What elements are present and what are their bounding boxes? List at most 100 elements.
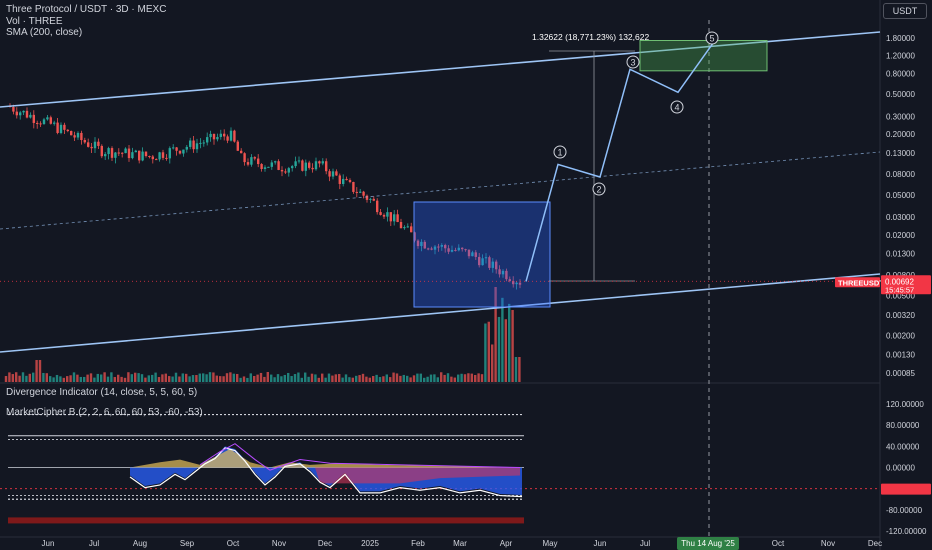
price-tick: 0.00130	[886, 350, 915, 359]
candle	[515, 282, 518, 285]
volume-bar	[409, 377, 412, 382]
volume-bar	[76, 374, 79, 382]
price-tick: 0.02000	[886, 231, 915, 240]
volume-bar	[341, 377, 344, 382]
volume-bar	[181, 373, 184, 382]
candle	[457, 247, 460, 251]
candle	[287, 168, 290, 173]
volume-bar	[225, 373, 229, 382]
countdown: 15:45:57	[885, 285, 914, 294]
volume-bar	[518, 357, 521, 382]
last-price-tag-bg	[881, 275, 931, 295]
candle	[311, 167, 314, 170]
candle	[90, 146, 93, 149]
candle	[260, 164, 263, 169]
volume-bar	[157, 377, 161, 382]
candle	[518, 282, 522, 285]
drawings[interactable]: 1.32622 (18,771.23%) 132,622 1 2 3 4 5	[0, 31, 881, 353]
time-label: Jul	[89, 539, 99, 548]
candle	[59, 124, 63, 133]
candle	[410, 226, 413, 233]
candle	[338, 175, 341, 184]
volume-bar	[127, 372, 130, 382]
volume-bar	[25, 375, 28, 382]
candle	[427, 248, 430, 250]
price-tick: 0.13000	[886, 149, 915, 158]
candle	[355, 191, 358, 193]
volume-bar	[93, 377, 96, 382]
candle	[325, 161, 328, 172]
price-tick: 0.03000	[886, 213, 915, 222]
volume-bar	[161, 374, 164, 382]
volume-bar	[4, 376, 8, 382]
volume-bar	[508, 303, 511, 382]
volume-bar	[205, 374, 208, 382]
volume-bar	[28, 373, 31, 382]
volume-bar	[389, 377, 392, 382]
candle	[53, 122, 56, 124]
volume-bar	[185, 373, 188, 382]
volume-bar	[42, 372, 45, 382]
volume-bar	[178, 376, 181, 382]
time-label: Jun	[594, 539, 607, 548]
candle	[56, 122, 59, 133]
volume-bar	[331, 375, 334, 382]
candle	[471, 252, 474, 257]
price-axis[interactable]: 1.80000 1.20000 0.80000 0.50000 0.30000 0.200…	[835, 34, 931, 536]
volume-bar	[219, 376, 222, 382]
candle	[151, 156, 154, 160]
volume-bar	[300, 377, 303, 382]
candle	[206, 137, 209, 143]
candle	[19, 112, 22, 116]
volume-bar	[392, 372, 395, 382]
volume-bar	[191, 375, 195, 382]
candle	[202, 142, 205, 144]
volume-bar	[100, 374, 103, 382]
candle	[481, 258, 484, 266]
candle	[12, 107, 15, 112]
candle	[369, 198, 372, 200]
volume-bar	[11, 374, 14, 382]
candle	[25, 110, 29, 118]
candle	[219, 133, 222, 137]
volume-bar	[232, 373, 235, 382]
candle	[280, 169, 284, 172]
candle	[440, 245, 443, 247]
volume-bar	[130, 374, 133, 382]
volume-bar	[348, 377, 351, 382]
candle	[233, 130, 236, 142]
osc-bottom-band	[8, 517, 524, 524]
price-tick: 0.00200	[886, 332, 915, 341]
candle	[437, 246, 440, 248]
volume-bar	[487, 321, 490, 382]
volume-bar	[246, 377, 249, 382]
wave-label: 5	[709, 34, 714, 44]
volume-bar	[290, 376, 293, 382]
candle	[70, 131, 73, 136]
candle	[318, 161, 321, 164]
volume-bar	[236, 373, 239, 382]
candle	[352, 181, 355, 192]
time-label: Jun	[42, 539, 55, 548]
candle	[212, 133, 216, 140]
candle	[97, 141, 100, 146]
candle	[192, 140, 195, 150]
volume-bar	[504, 319, 507, 382]
candle	[508, 279, 511, 282]
candle	[93, 141, 97, 149]
volume-bar	[484, 323, 487, 382]
candle	[467, 249, 471, 257]
volume-bar	[151, 374, 154, 382]
volume-bar	[18, 375, 21, 382]
volume-bar	[134, 372, 137, 382]
volume-bar	[382, 376, 385, 382]
time-label: Sep	[180, 539, 195, 548]
time-label: Nov	[272, 539, 286, 548]
volume-bar	[123, 377, 127, 382]
time-axis[interactable]: Jun Jul Aug Sep Oct Nov Dec 2025 Feb Mar Apr May Jun…	[42, 537, 883, 550]
volume-legend: Vol · THREE	[6, 16, 63, 27]
currency-button[interactable]: USDT	[883, 3, 927, 19]
time-label: Dec	[318, 539, 332, 548]
volume-bar	[443, 374, 446, 382]
